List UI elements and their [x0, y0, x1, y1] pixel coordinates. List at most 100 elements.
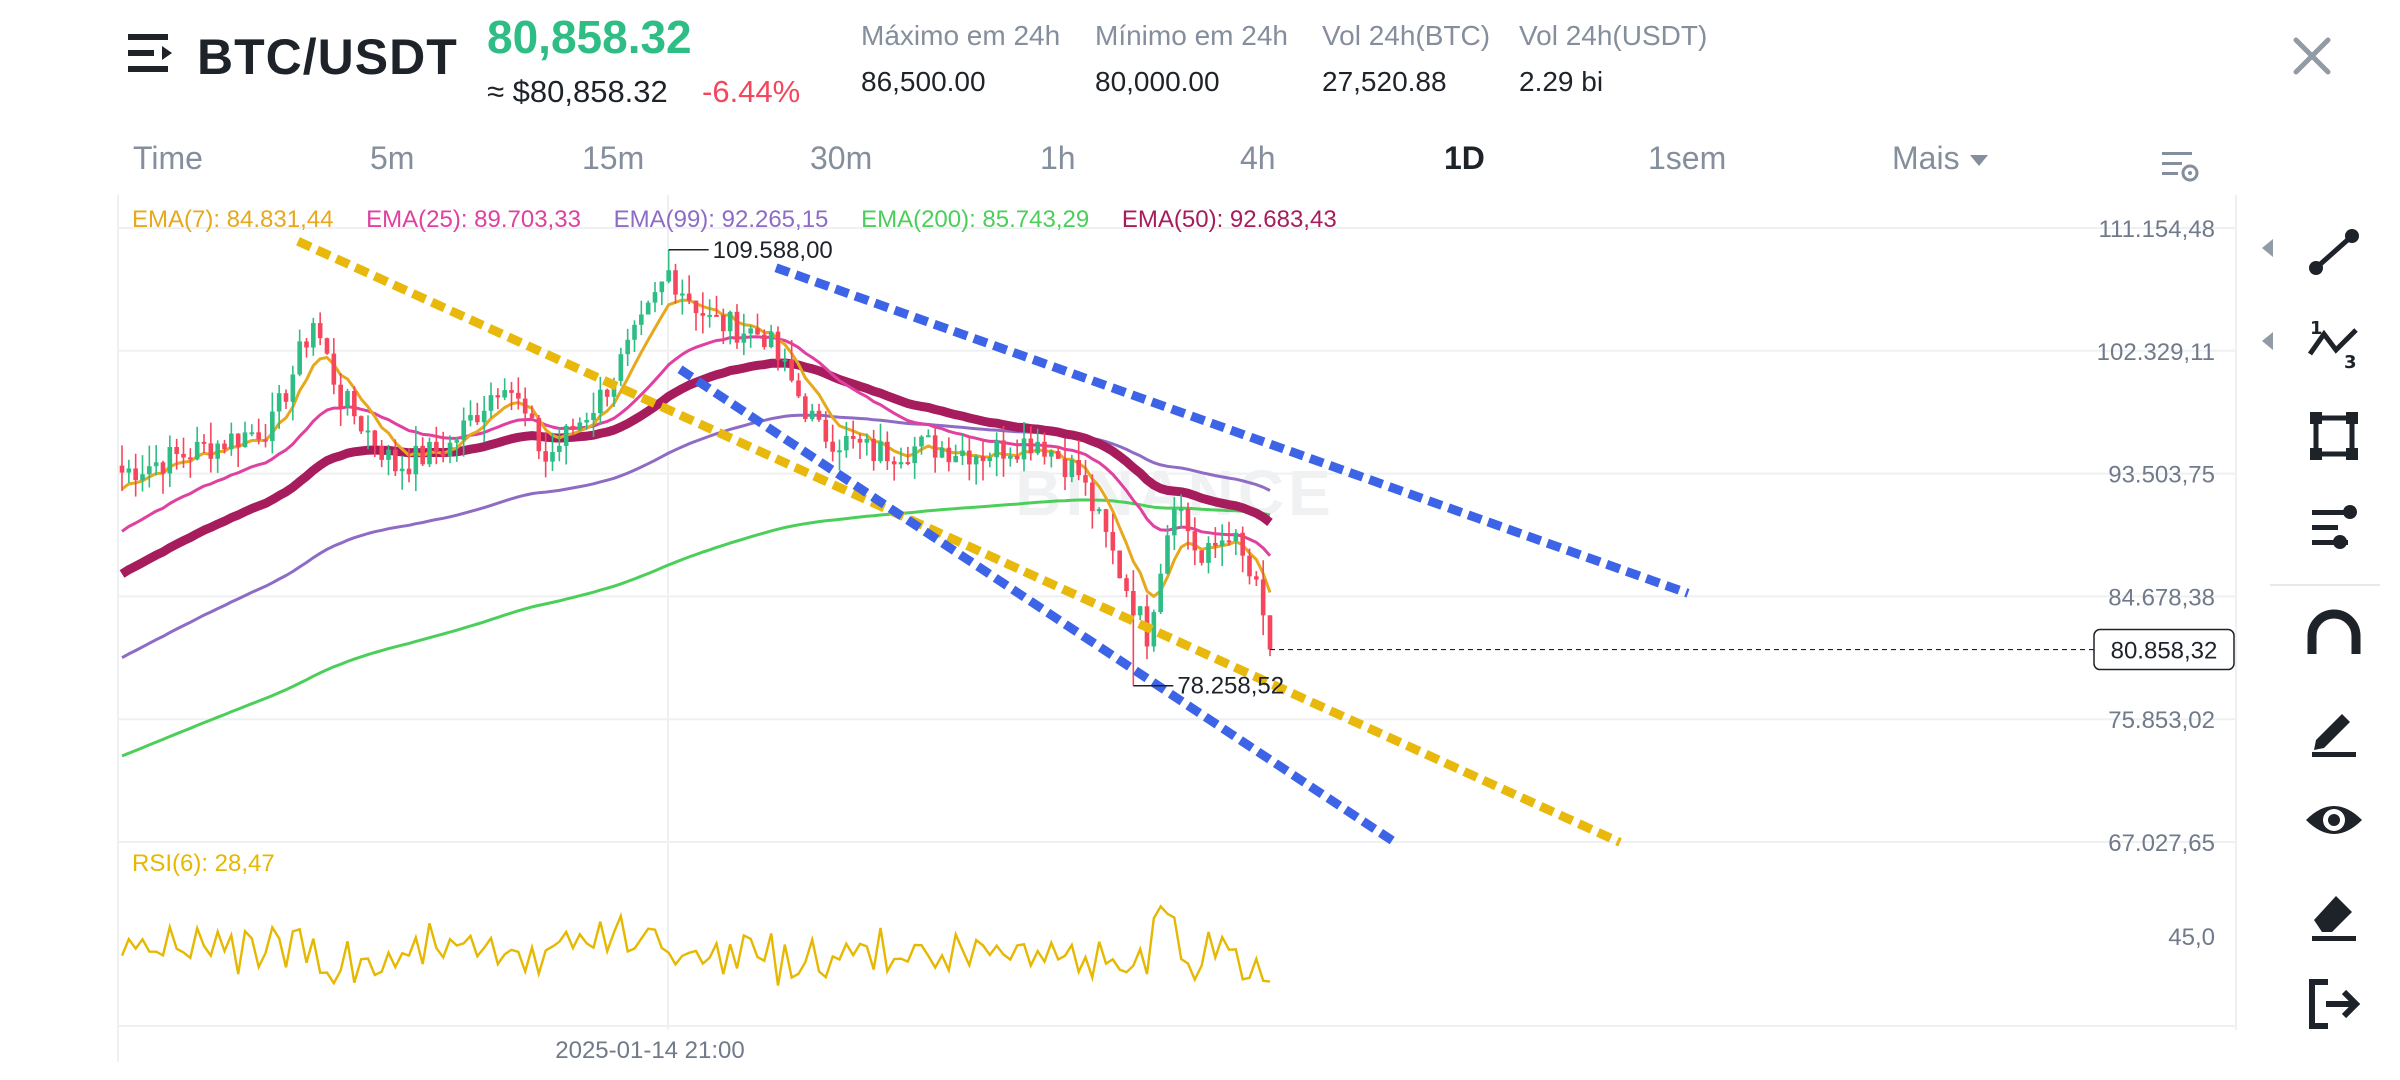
candle-body [898, 462, 904, 465]
candle-body [304, 341, 309, 348]
tab-more[interactable]: Mais [1892, 140, 1988, 177]
ema99-line [121, 413, 1271, 660]
caret-down-icon [1969, 155, 1988, 167]
candle-body [748, 328, 753, 334]
candle-body [536, 417, 542, 452]
candle-body [181, 453, 186, 458]
exit-icon[interactable] [2302, 972, 2366, 1036]
candle-body [1008, 456, 1013, 459]
candlestick-chart[interactable]: BINANCE 111.154,48102.329,1193.503,7584.… [0, 195, 2260, 1065]
candle-body [399, 468, 405, 472]
candle-body [1172, 508, 1177, 536]
candle-body [926, 435, 931, 438]
tab-1sem[interactable]: 1sem [1648, 140, 1727, 176]
candle-body [194, 441, 200, 460]
tab-15m[interactable]: 15m [582, 140, 645, 176]
candle-body [550, 452, 555, 462]
candle-body [700, 313, 706, 316]
candle-body [358, 416, 364, 432]
candle-body [393, 449, 398, 472]
candle-body [1021, 438, 1027, 460]
pair-title[interactable]: BTC/USDT [197, 29, 458, 85]
tool-expand-arrow-icon[interactable] [2262, 239, 2273, 257]
candle-body [734, 311, 740, 343]
candle-body [857, 438, 863, 443]
candle-body [864, 438, 870, 443]
candle-body [891, 461, 897, 465]
candle-body [844, 436, 849, 451]
candle-body [789, 359, 794, 381]
magnet-icon[interactable] [2302, 604, 2366, 668]
tool-expand-arrow-icon[interactable] [2262, 332, 2273, 350]
candle-body [1124, 578, 1129, 592]
candle-body [809, 410, 815, 420]
candle-body [509, 390, 514, 393]
eraser-icon[interactable] [2302, 880, 2366, 944]
svg-text:3: 3 [2344, 352, 2357, 373]
candle-body [1090, 482, 1095, 512]
candle-body [208, 443, 214, 459]
candle-body [1055, 451, 1061, 459]
ema7-line [121, 298, 1272, 598]
toolbar-divider [2270, 584, 2380, 586]
candle-body [242, 432, 248, 448]
candle-body [625, 339, 630, 355]
rsi-tick-label: 45,0 [2168, 924, 2215, 951]
stat-label: Máximo em 24h [861, 20, 1061, 51]
trend-line-icon[interactable] [2302, 220, 2366, 284]
ema200-line [121, 498, 1271, 758]
candle-body [994, 440, 999, 458]
rsi-label: RSI(6): 28,47 [132, 850, 275, 877]
candle-body [727, 311, 733, 332]
candle-body [707, 314, 712, 317]
tab-5m[interactable]: 5m [370, 140, 415, 176]
chart-settings-icon[interactable] [2160, 146, 2200, 186]
candle-body [140, 474, 145, 481]
candle-body [447, 442, 453, 457]
candle-body [386, 449, 391, 460]
trend-lines [296, 237, 1690, 847]
tab-4h[interactable]: 4h [1240, 140, 1276, 176]
trend-line-blue-lower [677, 365, 1398, 847]
eye-icon[interactable] [2302, 788, 2366, 852]
legend-ema99: EMA(99): 92.265,15 [613, 206, 829, 233]
candle-body [147, 466, 152, 475]
candle-body [584, 419, 589, 423]
legend-ema50: EMA(50): 92.683,43 [1121, 206, 1337, 233]
rectangle-icon[interactable] [2302, 404, 2366, 468]
candle-body [1151, 612, 1157, 647]
price-tick-label: 111.154,48 [2098, 216, 2215, 243]
tab-30m[interactable]: 30m [810, 140, 873, 176]
candle-body [338, 384, 343, 408]
fib-lines-icon[interactable] [2302, 496, 2366, 560]
tab-1h[interactable]: 1h [1040, 140, 1076, 176]
candle-body [133, 468, 138, 481]
candle-body [352, 390, 357, 417]
candle-body [290, 374, 296, 402]
candle-body [229, 433, 234, 450]
candle-body [1233, 532, 1239, 541]
candle-body [939, 447, 945, 458]
candle-body [762, 334, 767, 348]
menu-lines-icon[interactable] [126, 30, 174, 78]
trend-line-blue-upper [774, 263, 1690, 598]
candle-body [167, 447, 173, 474]
candle-body [1103, 509, 1109, 532]
tab-1d[interactable]: 1D [1444, 140, 1485, 176]
tab-time[interactable]: Time [133, 140, 203, 176]
candle-body [413, 445, 419, 475]
tab-more-label: Mais [1892, 140, 1960, 176]
multi-line-icon[interactable]: 1 3 [2302, 312, 2366, 376]
candle-body [475, 415, 480, 423]
candle-body [604, 389, 610, 397]
candle-body [980, 456, 986, 462]
stat-value: 27,520.88 [1322, 66, 1447, 97]
candle-body [680, 293, 685, 296]
pen-icon[interactable] [2302, 696, 2366, 760]
candle-body [1049, 451, 1054, 457]
close-icon[interactable] [2284, 28, 2340, 84]
candle-body [1110, 531, 1116, 551]
price-tick-label: 67.027,65 [2108, 830, 2215, 857]
candle-body [563, 425, 569, 446]
candle-body [420, 445, 425, 465]
